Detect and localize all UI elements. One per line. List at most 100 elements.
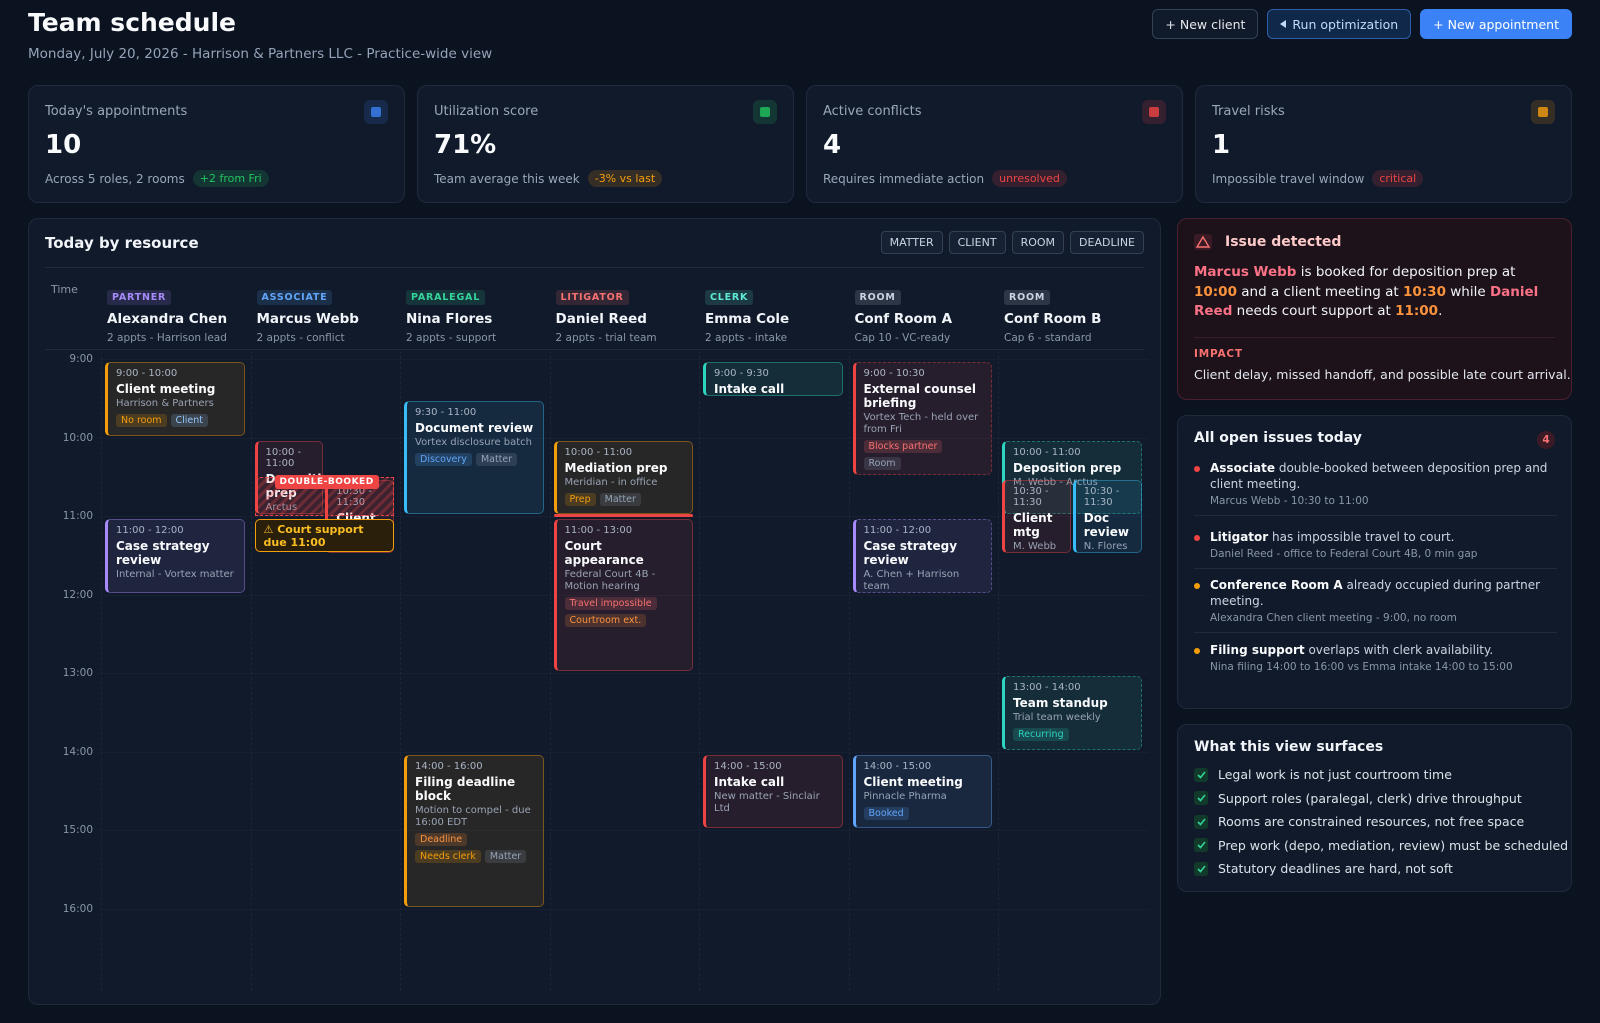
issue-item: Filing support overlaps with clerk avail… [1194, 642, 1557, 673]
filter-chip[interactable]: MATTER [880, 231, 943, 254]
event[interactable]: 10:00 - 11:00 Deposition prep M. Webb - Ar… [1002, 440, 1142, 514]
event-time: 9:00 - 10:00 [116, 368, 178, 379]
event-time: 11:00 - 12:00 [863, 525, 932, 536]
hour-line [99, 908, 1149, 910]
hour-label: 16:00 [62, 902, 93, 915]
surface-text: Rooms are constrained resources, not fre… [1218, 814, 1525, 829]
resource-name: Alexandra Chen [107, 311, 228, 327]
event-subtitle: Meridian - in office [564, 476, 658, 488]
event-subtitle: Motion to compel - due 16:00 EDT [415, 804, 531, 828]
panel-title: Today by resource [45, 234, 199, 252]
hour-line [99, 751, 1149, 753]
issue-text: Litigator has impossible travel to court… [1210, 529, 1557, 545]
issue-text: while [1445, 283, 1490, 300]
event-time: 11:00 - 12:00 [116, 525, 184, 536]
hour-line [99, 673, 1149, 674]
issue-detail: Alexandra Chen client meeting - 9:00, no… [1210, 612, 1457, 624]
button[interactable]: + New client [1152, 9, 1259, 39]
kpi-note-text: Impossible travel window [1212, 171, 1365, 186]
surface-item: Support roles (paralegal, clerk) drive t… [1194, 791, 1522, 806]
event-subtitle: Vortex Tech - held over from Fri [863, 412, 979, 435]
resource-header: ROOM Conf Room A Cap 10 - VC-ready [854, 285, 1001, 344]
issue-dot [1194, 535, 1200, 541]
kpi-icon [364, 100, 388, 124]
surface-text: Prep work (depo, mediation, review) must… [1218, 837, 1569, 853]
surface-text: Statutory deadlines are hard, not soft [1218, 861, 1453, 876]
tag: Matter [475, 453, 518, 467]
event[interactable]: 14:00 - 15:00 Intake call New matter - Sin… [703, 754, 843, 828]
kpi-badge: +2 from Fri [192, 170, 269, 187]
event-tags: No room Client [116, 414, 236, 427]
button[interactable]: + New appointment [1420, 9, 1572, 39]
role-badge: PARALEGAL [406, 290, 486, 305]
event-title: Deposition prep [1013, 460, 1122, 475]
button[interactable]: Run optimization [1267, 9, 1412, 39]
event-subtitle: Federal Court 4B - Motion hearing [564, 569, 656, 592]
resource-meta: 2 appts - trial team [555, 332, 657, 344]
kpi-icon-glyph [760, 107, 770, 117]
event-tags: Recurring [1013, 728, 1133, 741]
kpi-value: 1 [1212, 130, 1231, 160]
issue-desc: overlaps with clerk availability. [1304, 643, 1494, 657]
button-label: + New appointment [1433, 16, 1559, 32]
filter-chip[interactable]: DEADLINE [1070, 231, 1144, 254]
event-title: Mediation prep [564, 460, 668, 475]
issue-detail: Daniel Reed - office to Federal Court 4B… [1210, 548, 1478, 560]
kpi-card: Today's appointments 10 Across 5 roles, 2 … [28, 85, 405, 203]
panel-title: What this view surfaces [1194, 739, 1384, 755]
surface-item: Prep work (depo, mediation, review) must… [1194, 838, 1568, 853]
filter-chip[interactable]: ROOM [1011, 231, 1065, 254]
tag: Needs clerk [415, 849, 481, 863]
issue-panel: Issue detected Marcus Webb is booked for… [1177, 218, 1572, 400]
event-time: 14:00 - 15:00 [863, 760, 932, 772]
event[interactable]: 9:00 - 9:30 Intake call [703, 362, 843, 397]
event[interactable]: 11:00 - 12:00 Case strategy review A. Chen… [852, 519, 992, 593]
event[interactable]: 9:00 - 10:30 External counsel briefing Vor… [852, 362, 992, 475]
event[interactable]: 14:00 - 16:00 Filing deadline block Motion… [404, 754, 544, 907]
issue-desc: already occupied during partner meeting. [1210, 578, 1541, 608]
tag: No room [116, 414, 167, 427]
tag: Blocks partner [863, 440, 943, 453]
event[interactable]: 14:00 - 15:00 Client meeting Pinnacle Phar… [852, 754, 992, 828]
divider [45, 267, 1144, 268]
hour-label: 13:00 [62, 667, 93, 679]
event[interactable]: 13:00 - 14:00 Team standup Trial team week… [1002, 676, 1142, 750]
check [1196, 864, 1206, 873]
hour-line [99, 359, 1149, 360]
divider [1194, 632, 1557, 633]
hour-line [99, 830, 1149, 831]
hour-label: 15:00 [62, 824, 93, 836]
surface-item: Rooms are constrained resources, not fre… [1194, 814, 1524, 829]
kpi-icon-glyph [1149, 107, 1159, 117]
event-time: 9:30 - 11:00 [415, 407, 477, 419]
event-time: 14:00 - 16:00 [415, 760, 483, 772]
check [1196, 770, 1206, 779]
resource-header: PARALEGAL Nina Flores 2 appts - support [406, 285, 552, 344]
event-time: 14:00 - 15:00 [714, 760, 782, 772]
event[interactable]: 9:30 - 11:00 Document review Vortex disclo… [404, 401, 544, 514]
kpi-icon [1531, 100, 1555, 124]
role-badge: ASSOCIATE [256, 290, 333, 305]
kpi-icon-glyph [1538, 107, 1548, 117]
issue-text: . [1438, 303, 1443, 319]
event-subtitle: Arctus [266, 502, 315, 514]
tag: Prep [564, 492, 596, 506]
issue-text: Filing support overlaps with clerk avail… [1210, 642, 1557, 658]
event-tags: Prep Matter [564, 492, 685, 506]
resource-name: Conf Room B [1004, 311, 1102, 327]
event[interactable]: 10:00 - 11:00 Mediation prep Meridian - in… [553, 440, 693, 514]
issue-text: Daniel Reed [1194, 283, 1539, 320]
check [1196, 841, 1206, 849]
resource-meta: 2 appts - conflict [256, 332, 345, 344]
panel-title: All open issues today [1194, 430, 1362, 446]
event[interactable]: 11:00 - 13:00 Court appearance Federal Cou… [553, 519, 693, 671]
event[interactable]: 9:00 - 10:00 Client meeting Harrison & Par… [105, 362, 245, 436]
event-tags: Booked [863, 806, 984, 820]
button-label: Run optimization [1292, 16, 1399, 32]
event[interactable]: 11:00 - 12:00 Case strategy review Interna… [105, 519, 245, 593]
event-time: 11:00 - 13:00 [564, 525, 633, 536]
filter-chip[interactable]: CLIENT [948, 231, 1006, 254]
tag: Room [863, 457, 901, 470]
